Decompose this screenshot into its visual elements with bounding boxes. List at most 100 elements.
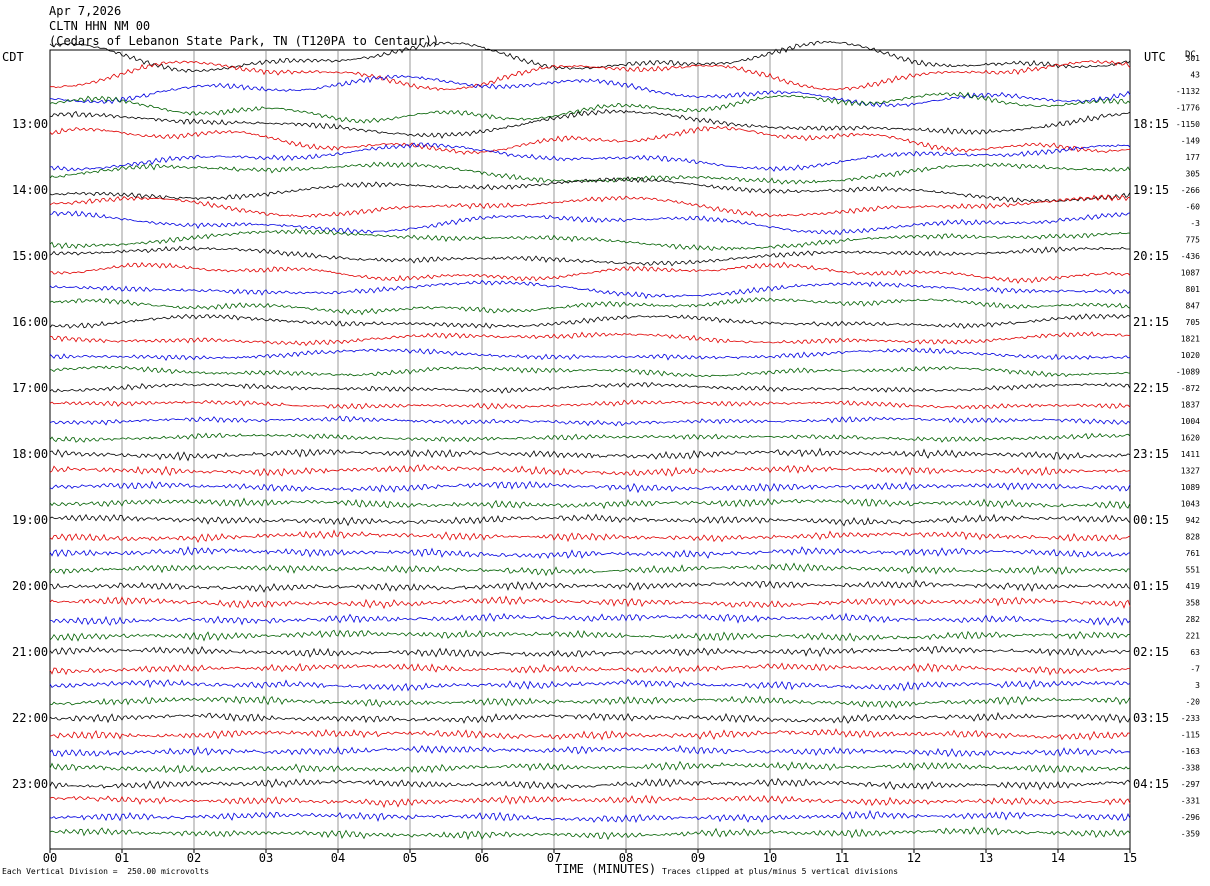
x-tick-label: 06 (475, 851, 489, 865)
dc-offset-value: -163 (1181, 747, 1200, 756)
seismic-trace (49, 245, 1130, 267)
right-hour-label: 23:15 (1133, 447, 1169, 461)
left-hour-label: 14:00 (12, 183, 48, 197)
dc-offset-value: 177 (1186, 153, 1201, 162)
seismic-trace (49, 194, 1131, 218)
x-tick-label: 00 (43, 851, 57, 865)
dc-offset-value: -872 (1181, 384, 1200, 393)
x-tick-label: 15 (1123, 851, 1137, 865)
dc-offset-value: -1089 (1176, 368, 1200, 377)
dc-offset-value: 358 (1186, 599, 1201, 608)
dc-offset-value: 1087 (1181, 269, 1200, 278)
seismic-trace (49, 59, 1131, 91)
seismic-trace (49, 662, 1130, 676)
seismic-trace (49, 161, 1131, 185)
right-hour-label: 21:15 (1133, 315, 1169, 329)
x-tick-label: 10 (763, 851, 777, 865)
dc-offset-value: 828 (1186, 533, 1201, 542)
left-hour-label: 17:00 (12, 381, 48, 395)
left-hour-label: 22:00 (12, 711, 48, 725)
seismic-trace (49, 497, 1131, 510)
dc-offset-value: -297 (1181, 780, 1200, 789)
x-tick-label: 11 (835, 851, 849, 865)
right-hour-label: 18:15 (1133, 117, 1169, 131)
seismic-trace (49, 809, 1131, 824)
dc-offset-value: -115 (1181, 731, 1200, 740)
x-tick-label: 04 (331, 851, 345, 865)
left-hour-label: 21:00 (12, 645, 48, 659)
dc-offset-value: -60 (1186, 203, 1201, 212)
seismic-trace (49, 545, 1131, 559)
dc-offset-value: 1043 (1181, 500, 1200, 509)
left-hour-label: 20:00 (12, 579, 48, 593)
seismic-trace (49, 794, 1131, 809)
dc-offset-value: 3 (1195, 681, 1200, 690)
dc-offset-value: 1837 (1181, 401, 1200, 410)
seismic-trace (49, 463, 1131, 477)
right-hour-label: 04:15 (1133, 777, 1169, 791)
dc-offset-value: 942 (1186, 516, 1201, 525)
x-tick-label: 14 (1051, 851, 1065, 865)
x-tick-label: 07 (547, 851, 561, 865)
seismic-trace (49, 313, 1131, 329)
dc-offset-value: 221 (1186, 632, 1201, 641)
dc-offset-value: 1620 (1181, 434, 1200, 443)
seismic-trace (49, 228, 1131, 252)
x-tick-label: 05 (403, 851, 417, 865)
seismic-trace (49, 261, 1131, 284)
seismic-trace (49, 331, 1131, 347)
dc-offset-value: -233 (1181, 714, 1200, 723)
dc-offset-value: 282 (1186, 615, 1201, 624)
seismic-trace (49, 399, 1131, 410)
seismic-trace (49, 40, 1131, 73)
dc-offset-value: 419 (1186, 582, 1201, 591)
seismic-trace (49, 826, 1131, 841)
seismic-trace (49, 728, 1131, 741)
clip-note: Traces clipped at plus/minus 5 vertical … (662, 867, 899, 876)
seismic-trace (49, 595, 1131, 610)
dc-offset-value: -266 (1181, 186, 1200, 195)
left-hour-label: 13:00 (12, 117, 48, 131)
seismic-trace (49, 629, 1131, 642)
dc-offset-value: -331 (1181, 797, 1200, 806)
seismic-trace (49, 176, 1131, 203)
dc-offset-value: 551 (1186, 566, 1201, 575)
seismic-trace (49, 513, 1131, 527)
header-date: Apr 7,2026 (49, 4, 122, 18)
left-hour-label: 23:00 (12, 777, 48, 791)
seismic-trace (49, 645, 1131, 658)
dc-offset-value: 1821 (1181, 335, 1200, 344)
dc-offset-value: 1411 (1181, 450, 1200, 459)
dc-offset-value: 1020 (1181, 351, 1200, 360)
dc-offset-value: 801 (1186, 285, 1201, 294)
x-tick-label: 08 (619, 851, 633, 865)
dc-offset-value: 301 (1186, 54, 1201, 63)
x-tick-label: 02 (187, 851, 201, 865)
seismic-trace (49, 108, 1131, 139)
right-hour-label: 00:15 (1133, 513, 1169, 527)
seismic-trace (49, 529, 1131, 544)
dc-offset-value: 43 (1190, 71, 1200, 80)
seismic-trace (49, 125, 1130, 156)
seismic-trace (49, 381, 1131, 394)
dc-offset-value: -3 (1190, 219, 1200, 228)
dc-offset-value: 705 (1186, 318, 1201, 327)
seismic-trace (49, 279, 1131, 300)
dc-offset-label: DC (1185, 50, 1196, 60)
vertical-division-note: Each Vertical Division = 250.00 microvol… (2, 867, 210, 876)
left-hour-label: 19:00 (12, 513, 48, 527)
x-tick-label: 12 (907, 851, 921, 865)
seismic-trace (49, 695, 1131, 709)
dc-offset-value: 775 (1186, 236, 1201, 245)
x-axis-label: TIME (MINUTES) (555, 862, 657, 876)
x-tick-label: 03 (259, 851, 273, 865)
seismic-trace (49, 777, 1131, 791)
seismic-trace (49, 760, 1131, 774)
dc-offset-value: 1089 (1181, 483, 1200, 492)
seismic-trace (49, 142, 1131, 172)
dc-offset-value: -149 (1181, 137, 1200, 146)
left-timezone-label: CDT (2, 50, 24, 64)
x-tick-label: 09 (691, 851, 705, 865)
right-hour-label: 01:15 (1133, 579, 1169, 593)
right-hour-label: 20:15 (1133, 249, 1169, 263)
